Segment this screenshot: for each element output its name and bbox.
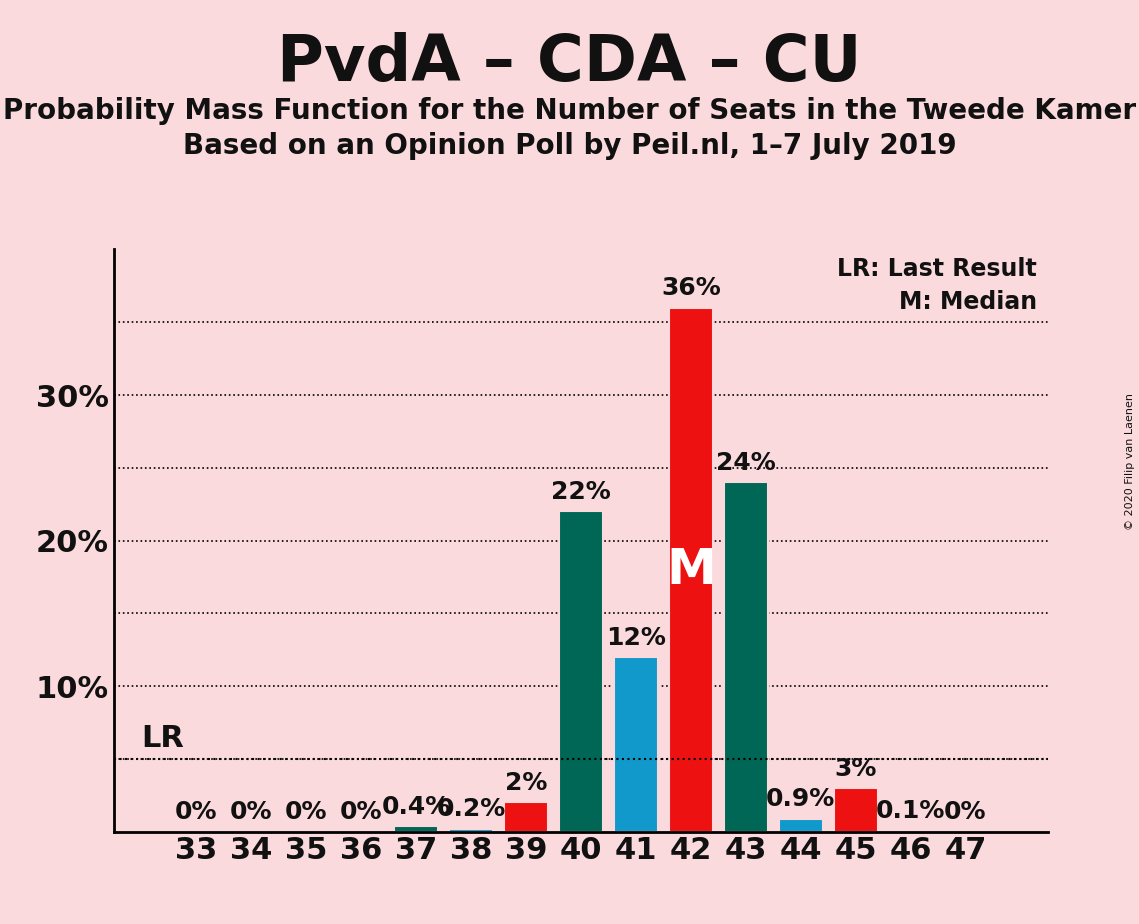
Bar (394, 826, 439, 832)
Bar (834, 788, 877, 832)
Text: 36%: 36% (661, 276, 721, 300)
Bar (779, 819, 822, 832)
Text: 0.1%: 0.1% (876, 799, 945, 823)
Bar (614, 657, 658, 832)
Text: PvdA – CDA – CU: PvdA – CDA – CU (277, 32, 862, 94)
Text: 0%: 0% (944, 800, 986, 824)
Text: M: Median: M: Median (899, 290, 1036, 314)
Text: M: M (666, 546, 715, 593)
Text: 0%: 0% (175, 800, 218, 824)
Text: 0%: 0% (230, 800, 272, 824)
Text: 3%: 3% (835, 757, 877, 781)
Text: 0%: 0% (285, 800, 327, 824)
Text: Probability Mass Function for the Number of Seats in the Tweede Kamer: Probability Mass Function for the Number… (3, 97, 1136, 125)
Bar (888, 830, 933, 832)
Text: LR: LR (141, 724, 185, 753)
Text: Based on an Opinion Poll by Peil.nl, 1–7 July 2019: Based on an Opinion Poll by Peil.nl, 1–7… (182, 132, 957, 160)
Text: 12%: 12% (606, 626, 666, 650)
Bar (669, 308, 713, 832)
Bar (559, 512, 603, 832)
Text: 0.2%: 0.2% (436, 797, 506, 821)
Text: 2%: 2% (505, 772, 547, 796)
Text: 0%: 0% (339, 800, 383, 824)
Text: 24%: 24% (715, 451, 776, 475)
Bar (449, 829, 493, 832)
Text: © 2020 Filip van Laenen: © 2020 Filip van Laenen (1125, 394, 1134, 530)
Text: 0.9%: 0.9% (767, 787, 835, 811)
Text: 22%: 22% (551, 480, 611, 505)
Bar (723, 482, 768, 832)
Text: LR: Last Result: LR: Last Result (837, 257, 1036, 281)
Bar (503, 802, 548, 832)
Text: 0.4%: 0.4% (382, 795, 451, 819)
